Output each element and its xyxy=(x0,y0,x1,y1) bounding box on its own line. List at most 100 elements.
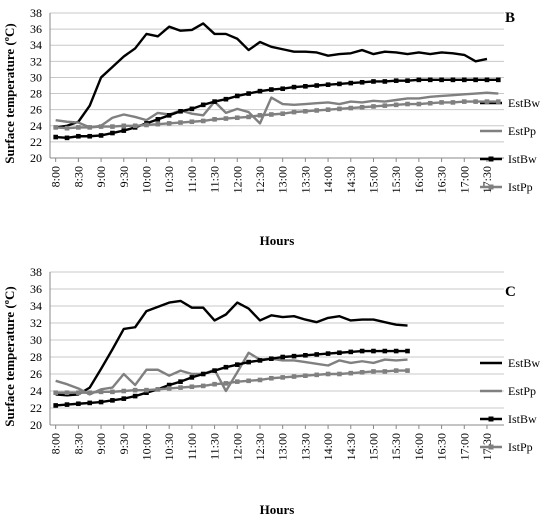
data-point xyxy=(87,390,93,395)
data-point xyxy=(64,125,70,131)
data-point xyxy=(450,77,456,83)
panel-label: C xyxy=(505,284,516,300)
series-istpp xyxy=(53,99,501,131)
data-point xyxy=(110,398,115,403)
data-point xyxy=(87,125,93,130)
legend-label: IstPp xyxy=(508,440,533,454)
y-tick-label: 26 xyxy=(30,103,42,117)
data-point xyxy=(269,87,274,92)
data-point xyxy=(439,77,444,83)
x-tick-label: 10:00 xyxy=(139,166,153,193)
legend-entry-istbw: IstBw xyxy=(480,412,537,426)
x-tick-label: 14:00 xyxy=(321,166,335,193)
series-istbw xyxy=(53,348,410,408)
data-point xyxy=(144,122,149,128)
series-line-istpp xyxy=(55,100,499,130)
series-line-estpp xyxy=(55,91,499,129)
data-point xyxy=(189,106,195,112)
data-point xyxy=(269,356,274,361)
x-tick-label: 14:30 xyxy=(344,433,358,460)
series-estbw xyxy=(55,299,408,397)
y-tick-label: 38 xyxy=(30,265,42,279)
data-point xyxy=(359,370,365,375)
data-point xyxy=(132,123,138,129)
data-point xyxy=(246,359,251,365)
x-tick-label: 16:30 xyxy=(435,166,449,193)
data-point xyxy=(325,82,331,87)
x-tick-label: 17:00 xyxy=(457,166,471,193)
data-point xyxy=(337,106,342,112)
data-point xyxy=(98,133,104,138)
data-point xyxy=(223,381,229,386)
data-point xyxy=(382,79,388,84)
x-tick-label: 15:00 xyxy=(366,433,380,460)
x-tick-label: 16:00 xyxy=(412,433,426,460)
x-tick-label: 12:00 xyxy=(230,166,244,193)
data-point xyxy=(234,379,240,384)
data-point xyxy=(314,108,320,113)
panel-label: B xyxy=(505,10,515,26)
data-point xyxy=(200,371,206,377)
data-point xyxy=(280,86,285,92)
data-point xyxy=(496,99,501,104)
series-istbw xyxy=(53,77,501,141)
data-point xyxy=(178,108,183,114)
data-point xyxy=(416,101,422,107)
x-tick-label: 11:30 xyxy=(208,433,222,460)
data-point xyxy=(439,100,444,105)
data-point xyxy=(405,101,410,107)
series-line-estbw xyxy=(55,22,488,129)
x-tick-label: 15:30 xyxy=(389,433,403,460)
data-point xyxy=(76,390,81,395)
y-tick-label: 28 xyxy=(30,87,42,101)
y-tick-label: 20 xyxy=(30,418,42,432)
data-point xyxy=(461,77,467,83)
data-point xyxy=(234,362,240,367)
data-point xyxy=(303,108,308,114)
x-tick-label: 13:00 xyxy=(276,166,290,193)
x-tick-label: 10:30 xyxy=(162,166,176,193)
data-point xyxy=(348,370,354,376)
data-point xyxy=(166,121,172,126)
x-tick-label: 11:00 xyxy=(185,433,199,460)
data-point xyxy=(405,348,410,354)
legend-entry-estpp: EstPp xyxy=(480,124,536,138)
data-point xyxy=(484,77,490,83)
y-tick-label: 20 xyxy=(30,151,42,165)
data-point xyxy=(144,387,149,393)
legend-label: IstPp xyxy=(508,180,533,194)
data-point xyxy=(212,368,217,373)
data-point xyxy=(246,114,251,120)
data-point xyxy=(280,354,285,360)
data-point xyxy=(371,369,376,374)
y-tick-label: 24 xyxy=(30,384,42,398)
y-tick-label: 36 xyxy=(30,22,42,36)
data-point xyxy=(337,81,342,87)
data-point xyxy=(325,107,331,112)
data-point xyxy=(223,116,229,121)
data-point xyxy=(76,133,81,139)
x-tick-label: 12:30 xyxy=(253,433,267,460)
data-point xyxy=(166,382,172,388)
data-point xyxy=(98,124,104,129)
data-point xyxy=(132,387,138,393)
data-point xyxy=(121,123,127,129)
y-tick-label: 34 xyxy=(30,299,42,313)
data-point xyxy=(110,130,115,136)
data-point xyxy=(166,386,172,391)
y-tick-label: 24 xyxy=(30,119,42,133)
data-point xyxy=(223,96,229,102)
data-point xyxy=(359,79,365,85)
data-point xyxy=(178,385,183,390)
data-point xyxy=(53,403,58,408)
x-tick-label: 8:30 xyxy=(71,166,85,187)
y-tick-label: 30 xyxy=(30,333,42,347)
x-tick-label: 11:30 xyxy=(208,166,222,193)
data-point xyxy=(416,77,422,83)
data-point xyxy=(371,104,376,109)
data-point xyxy=(110,389,115,395)
legend-label: EstBw xyxy=(508,96,540,110)
data-point xyxy=(98,389,104,395)
x-tick-label: 16:00 xyxy=(412,166,426,193)
data-point xyxy=(337,371,342,377)
